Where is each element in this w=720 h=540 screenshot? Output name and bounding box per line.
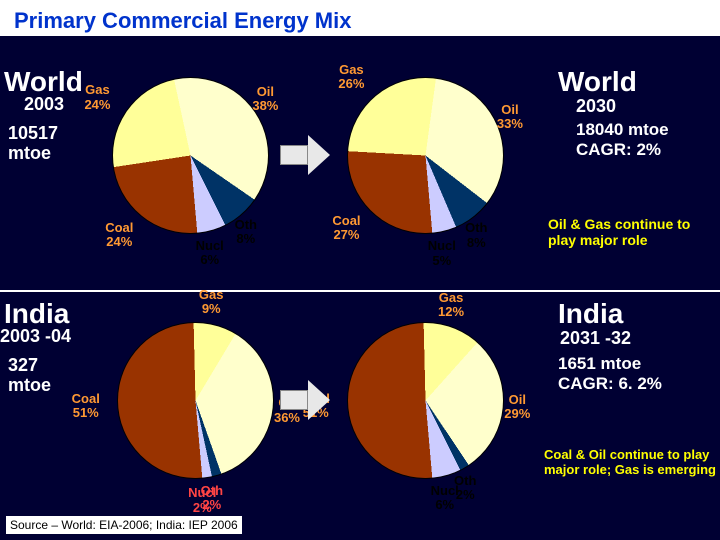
india-note: Coal & Oil continue to play major role; … (544, 448, 716, 478)
world-2003-label-nucl: Nucl 6% (196, 239, 224, 268)
world-2030-label-nucl: Nucl 5% (428, 239, 456, 268)
world-2003-pie (113, 78, 268, 233)
india-right-metric-l2: CAGR: 6. 2% (558, 374, 662, 393)
world-2030-label-gas: Gas 26% (338, 63, 364, 92)
world-right-metric-l1: 18040 mtoe (576, 120, 669, 139)
world-2030-label-oth: Oth 8% (465, 221, 487, 250)
world-note: Oil & Gas continue to play major role (548, 216, 716, 248)
world-2030-pie (348, 78, 503, 233)
world-2003-label-oil: Oil 38% (252, 85, 278, 114)
india-right-region: India (558, 298, 623, 330)
india-2003-pie (118, 323, 273, 478)
arrow-india-body (280, 390, 308, 410)
world-left-year: 2003 (24, 94, 64, 115)
india-left-metric: 327 mtoe (8, 356, 51, 396)
india-left-metric-val: 327 (8, 355, 38, 375)
world-right-year: 2030 (576, 96, 616, 117)
india-right-metric-l1: 1651 mtoe (558, 354, 641, 373)
india-2003-label-nucl: Nucl 2% (188, 486, 216, 515)
india-left-metric-unit: mtoe (8, 375, 51, 395)
world-2030-label-oil: Oil 33% (497, 103, 523, 132)
world-right-region: World (558, 66, 637, 98)
world-2030-label-coal: Coal 27% (332, 214, 360, 243)
source-text: Source – World: EIA-2006; India: IEP 200… (6, 516, 242, 534)
world-right-metric: 18040 mtoe CAGR: 2% (576, 120, 669, 161)
world-2003-label-coal: Coal 24% (105, 221, 133, 250)
arrow-world-body (280, 145, 308, 165)
india-2031-pie (348, 323, 503, 478)
world-right-metric-l2: CAGR: 2% (576, 140, 661, 159)
arrow-world-head (308, 135, 330, 175)
page-title: Primary Commercial Energy Mix (8, 6, 357, 36)
india-2031-label-nucl: Nucl 6% (431, 484, 459, 513)
india-2003-label-coal: Coal 51% (72, 392, 100, 421)
divider (0, 290, 720, 292)
india-2003-label-gas: Gas 9% (199, 288, 224, 317)
india-left-year: 2003 -04 (0, 326, 71, 347)
india-right-year: 2031 -32 (560, 328, 631, 349)
india-right-metric: 1651 mtoe CAGR: 6. 2% (558, 354, 662, 395)
world-2003-label-gas: Gas 24% (84, 83, 110, 112)
world-2003-label-oth: Oth 8% (235, 218, 257, 247)
world-left-metric-unit: mtoe (8, 143, 51, 163)
india-2031-label-oil: Oil 29% (504, 393, 530, 422)
world-left-metric: 10517 mtoe (8, 124, 58, 164)
world-left-metric-val: 10517 (8, 123, 58, 143)
arrow-india-head (308, 380, 330, 420)
india-2031-label-gas: Gas 12% (438, 291, 464, 320)
